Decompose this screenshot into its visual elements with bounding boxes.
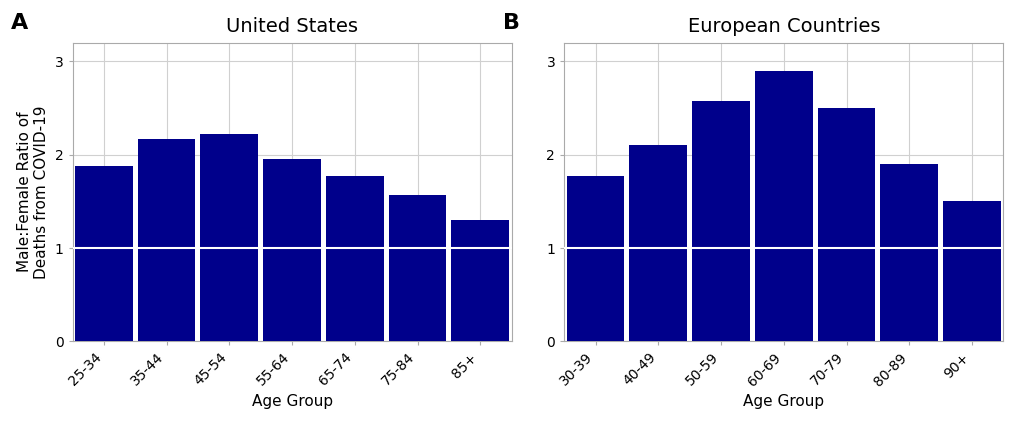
Title: United States: United States bbox=[226, 17, 358, 36]
Bar bbox=[879, 164, 937, 341]
Bar bbox=[326, 176, 383, 341]
Bar bbox=[629, 145, 687, 341]
X-axis label: Age Group: Age Group bbox=[252, 394, 332, 409]
Bar bbox=[692, 101, 749, 341]
Bar bbox=[817, 108, 874, 341]
Bar bbox=[75, 166, 132, 341]
Bar bbox=[754, 71, 812, 341]
Text: B: B bbox=[502, 13, 520, 33]
Bar bbox=[388, 195, 446, 341]
Y-axis label: Male:Female Ratio of
Deaths from COVID-19: Male:Female Ratio of Deaths from COVID-1… bbox=[16, 105, 49, 279]
Bar bbox=[451, 220, 508, 341]
Bar bbox=[567, 176, 624, 341]
Title: European Countries: European Countries bbox=[687, 17, 879, 36]
Bar bbox=[943, 201, 1000, 341]
Bar bbox=[138, 139, 196, 341]
Bar bbox=[201, 134, 258, 341]
X-axis label: Age Group: Age Group bbox=[743, 394, 823, 409]
Text: A: A bbox=[11, 13, 29, 33]
Bar bbox=[263, 159, 321, 341]
